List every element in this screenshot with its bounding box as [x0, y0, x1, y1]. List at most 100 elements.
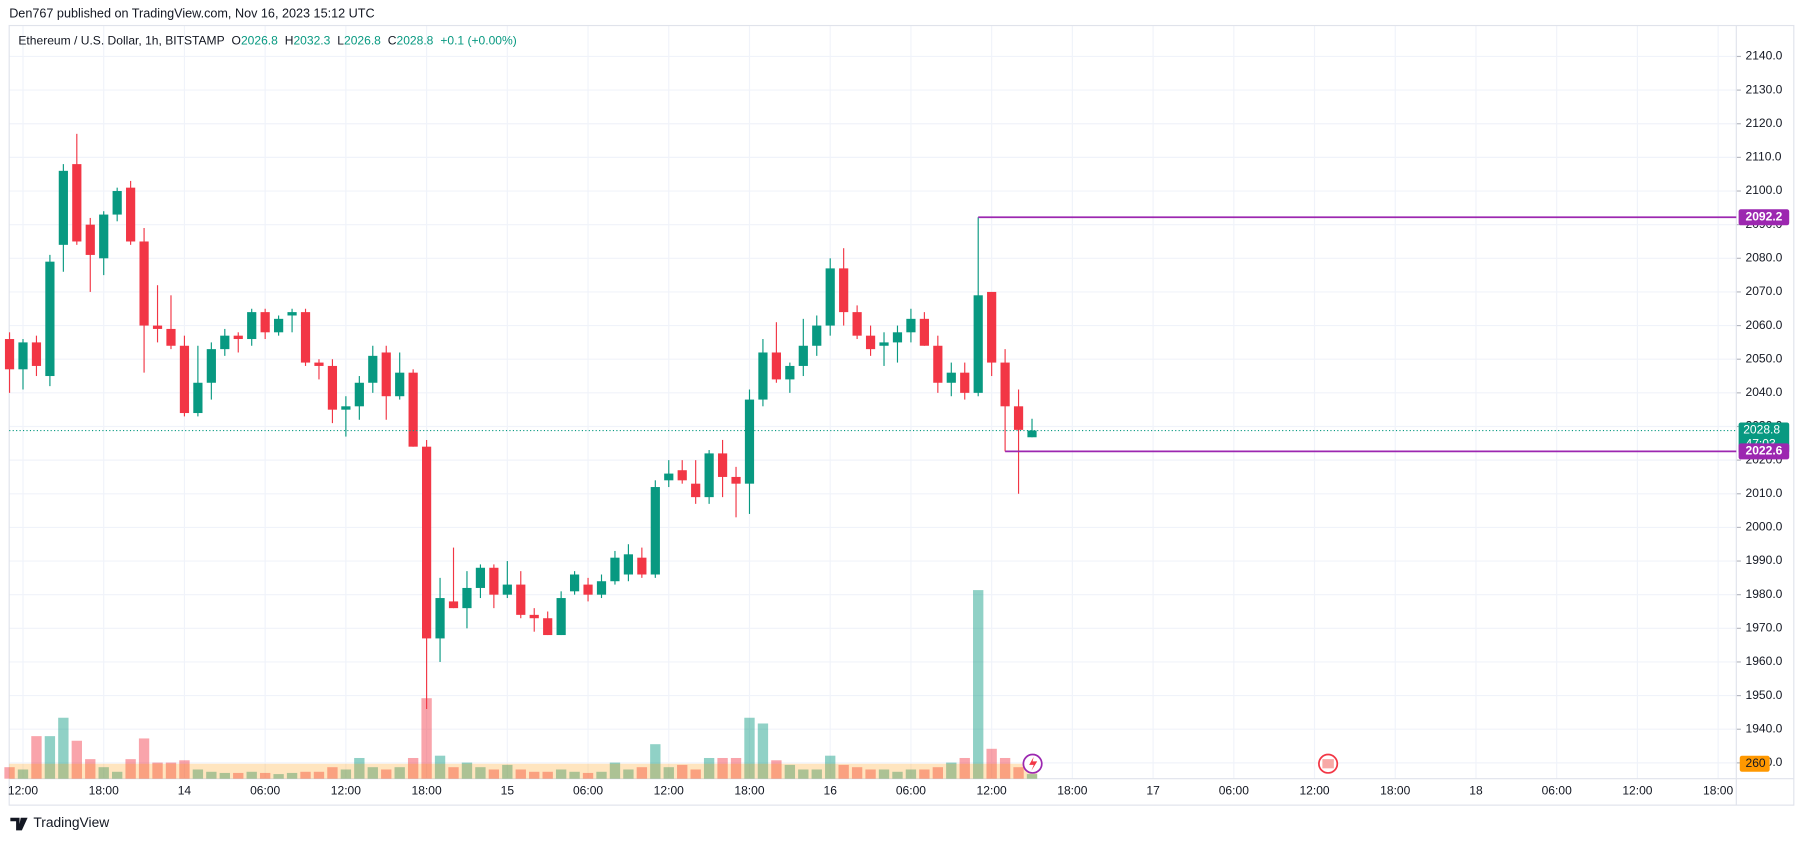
flag-icon [1322, 759, 1334, 769]
volume-bar [367, 767, 378, 779]
candle-body [758, 352, 768, 400]
volume-bar [407, 757, 419, 779]
y-tick-label: 2000.0 [1746, 520, 1783, 534]
volume-bar [690, 769, 701, 779]
volume-bar [851, 767, 863, 779]
volume-bar [138, 738, 150, 779]
level-tag [1738, 443, 1790, 460]
legend-change: +0.1 (+0.00%) [440, 34, 516, 48]
candle-body [502, 584, 512, 595]
grid [9, 25, 1741, 779]
volume-bar [609, 762, 621, 779]
candle-body [381, 352, 391, 397]
candle-body [987, 291, 997, 363]
legend-value: 2026.8 [241, 34, 278, 48]
candle-body [839, 268, 849, 313]
volume-bar [44, 736, 56, 779]
y-tick-label: 2010.0 [1746, 486, 1783, 500]
x-tick-label: 18 [1469, 784, 1483, 798]
y-tick-label: 1950.0 [1746, 688, 1783, 702]
level-tag [1738, 209, 1790, 226]
candle-body [18, 342, 28, 370]
level-label: 2092.2 [1746, 209, 1783, 223]
volume-bar [811, 769, 822, 779]
candle-body [529, 614, 539, 619]
legend-label: O [232, 34, 241, 48]
candle-body [973, 295, 983, 393]
volume-bar [206, 771, 217, 779]
x-tick-label: 15 [501, 784, 515, 798]
y-tick-label: 2050.0 [1746, 351, 1783, 365]
volume-bar [233, 772, 244, 779]
volume-bar [85, 759, 96, 779]
volume-bar [515, 769, 526, 779]
candle-body [99, 214, 109, 259]
y-tick-label: 2080.0 [1746, 250, 1783, 264]
x-tick-label: 12:00 [977, 784, 1007, 798]
y-tick-label: 2070.0 [1746, 284, 1783, 298]
candle-body [206, 349, 216, 383]
volume-bar [327, 767, 338, 779]
y-tick-label: 1990.0 [1746, 553, 1783, 567]
legend-symbol: Ethereum / U.S. Dollar, 1h, BITSTAMP [18, 34, 224, 48]
candle-body [354, 382, 364, 407]
candle-body [1000, 362, 1010, 407]
volume-bar [703, 757, 715, 779]
legend-label: C [388, 34, 397, 48]
candle-body [448, 601, 459, 609]
volume-bar [340, 769, 352, 779]
candle-body [825, 268, 835, 326]
volume-bar [919, 769, 930, 779]
volume-bar [461, 762, 473, 779]
volume-bar [946, 762, 957, 779]
volume-bar [677, 764, 688, 779]
x-tick-label: 06:00 [250, 784, 280, 798]
volume-bar [17, 769, 29, 779]
candle-body [179, 345, 190, 414]
candle-body [960, 372, 970, 393]
last-price-label: 2028.8 [1743, 423, 1780, 437]
x-tick-label: 16 [823, 784, 837, 798]
candle-body [45, 261, 55, 377]
volume-bar [58, 717, 69, 779]
volume-bar [152, 762, 163, 779]
volume-bar [623, 769, 634, 779]
x-tick-label: 12:00 [654, 784, 684, 798]
candle-body [220, 335, 230, 350]
candle-body [569, 574, 580, 592]
event-icon-bolt [1029, 756, 1038, 771]
volume-bar [246, 771, 257, 779]
candle-body [919, 318, 929, 346]
candle-body [516, 584, 526, 615]
candle-body [85, 224, 95, 255]
volume-bar [838, 764, 849, 779]
volume-bar [771, 760, 782, 779]
volume-bar [569, 771, 580, 779]
candle-body [1027, 430, 1037, 438]
x-tick-label: 18:00 [734, 784, 764, 798]
volume-bar [354, 757, 365, 779]
volume-ma-tag [1739, 755, 1770, 772]
y-tick-label: 1980.0 [1746, 587, 1783, 601]
candle-body [260, 312, 270, 333]
candle-body [785, 365, 795, 380]
candle-body [556, 598, 566, 636]
footer-brand: TradingView [33, 815, 109, 830]
candle-body [717, 453, 728, 477]
candle-body [812, 325, 822, 346]
volume-bar [394, 767, 405, 779]
x-tick-label: 06:00 [896, 784, 926, 798]
candle-body [933, 345, 943, 383]
candle-body [72, 164, 82, 242]
x-tick-label: 18:00 [1057, 784, 1087, 798]
volume-bar [555, 769, 567, 779]
x-tick-label: 12:00 [8, 784, 38, 798]
x-tick-label: 14 [178, 784, 192, 798]
y-tick-label: 2130.0 [1746, 82, 1783, 96]
volume-bar [892, 771, 903, 779]
volume-ma-label: 260 [1746, 756, 1766, 770]
volume-bar [744, 717, 755, 779]
candle-body [731, 476, 741, 484]
candle-body [892, 332, 903, 343]
